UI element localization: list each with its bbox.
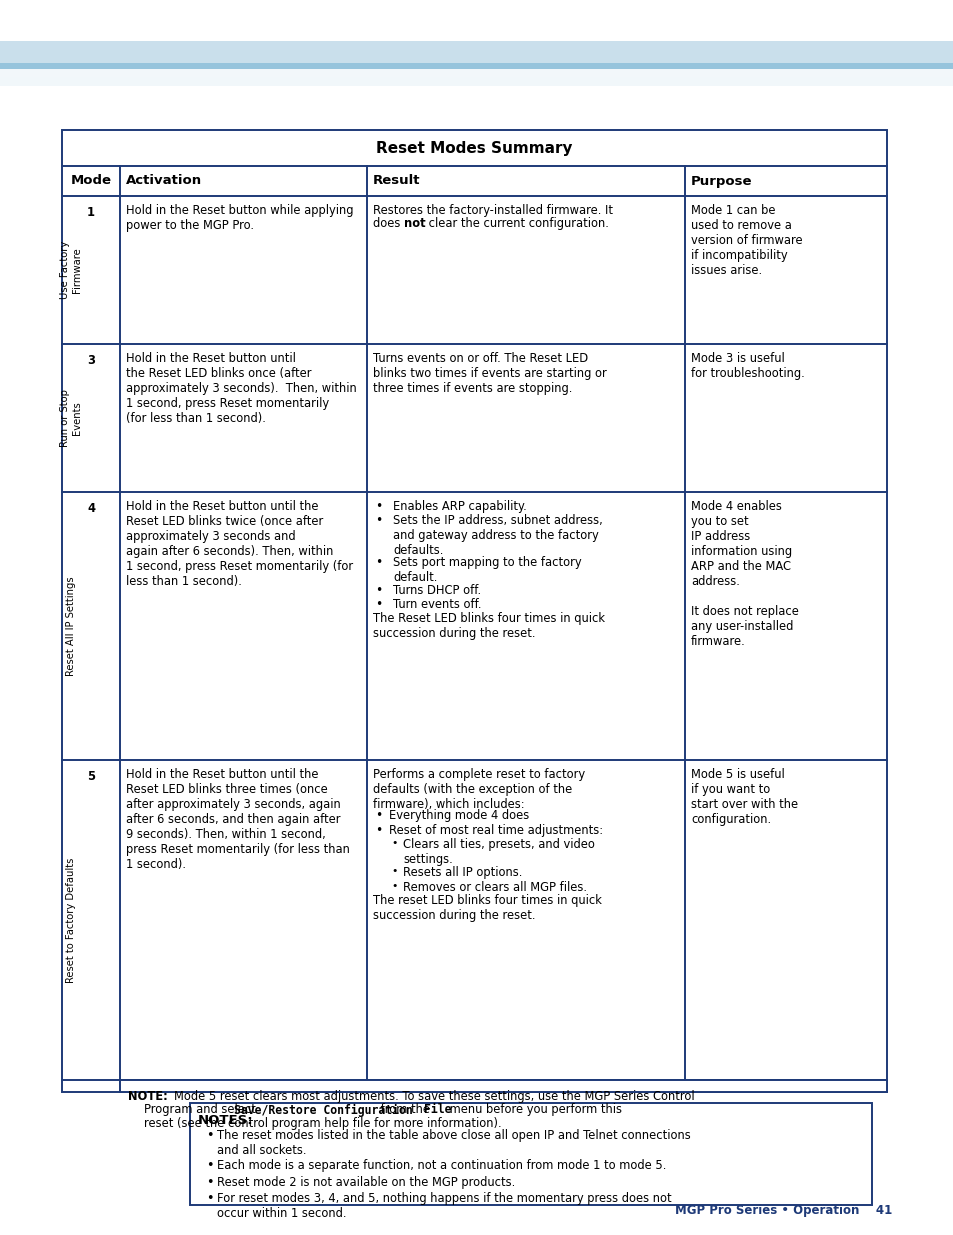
Text: Program and select: Program and select — [144, 1103, 259, 1116]
Text: clear the current configuration.: clear the current configuration. — [424, 217, 608, 231]
Bar — [0, 41, 953, 43]
Text: reset (see the control program help file for more information).: reset (see the control program help file… — [144, 1116, 501, 1130]
Text: Turns DHCP off.: Turns DHCP off. — [393, 584, 480, 597]
Text: •: • — [375, 824, 382, 837]
Bar — [0, 63, 953, 64]
Text: Enables ARP capability.: Enables ARP capability. — [393, 500, 526, 513]
Text: •: • — [391, 866, 397, 876]
Text: Removes or clears all MGP files.: Removes or clears all MGP files. — [402, 881, 586, 894]
Text: not: not — [403, 217, 425, 231]
Bar — [0, 47, 953, 48]
Bar — [0, 80, 953, 83]
Text: Each mode is a separate function, not a continuation from mode 1 to mode 5.: Each mode is a separate function, not a … — [216, 1160, 666, 1172]
Text: For reset modes 3, 4, and 5, nothing happens if the momentary press does not
occ: For reset modes 3, 4, and 5, nothing hap… — [216, 1192, 671, 1220]
Bar — [0, 48, 953, 51]
Text: Reset mode 2 is not available on the MGP products.: Reset mode 2 is not available on the MGP… — [216, 1176, 515, 1189]
Text: Reset of most real time adjustments:: Reset of most real time adjustments: — [389, 824, 602, 837]
Text: 3: 3 — [87, 354, 95, 367]
Text: •: • — [206, 1192, 213, 1205]
Text: •: • — [375, 584, 382, 597]
Bar — [0, 70, 953, 72]
Text: Hold in the Reset button while applying
power to the MGP Pro.: Hold in the Reset button while applying … — [126, 204, 354, 232]
Text: Reset Modes Summary: Reset Modes Summary — [375, 141, 572, 156]
Bar — [0, 56, 953, 57]
Bar — [0, 74, 953, 75]
Text: Run or Stop
Events: Run or Stop Events — [60, 389, 82, 447]
Text: •: • — [375, 809, 382, 823]
Bar — [0, 59, 953, 61]
Text: •: • — [375, 500, 382, 513]
Text: The Reset LED blinks four times in quick
succession during the reset.: The Reset LED blinks four times in quick… — [373, 611, 604, 640]
Text: Mode 3 is useful
for troubleshooting.: Mode 3 is useful for troubleshooting. — [690, 352, 804, 380]
Bar — [0, 68, 953, 70]
Text: •: • — [391, 839, 397, 848]
Text: Hold in the Reset button until
the Reset LED blinks once (after
approximately 3 : Hold in the Reset button until the Reset… — [126, 352, 356, 425]
Text: Performs a complete reset to factory
defaults (with the exception of the
firmwar: Performs a complete reset to factory def… — [373, 768, 584, 811]
Bar — [0, 83, 953, 84]
Text: Hold in the Reset button until the
Reset LED blinks twice (once after
approximat: Hold in the Reset button until the Reset… — [126, 500, 353, 588]
Bar — [0, 67, 953, 68]
Bar — [62, 130, 886, 1092]
Bar — [0, 79, 953, 80]
Text: does: does — [373, 217, 403, 231]
Bar — [0, 64, 953, 67]
Text: NOTES:: NOTES: — [198, 1114, 253, 1128]
Text: Mode 4 enables
you to set
IP address
information using
ARP and the MAC
address.
: Mode 4 enables you to set IP address inf… — [690, 500, 798, 648]
Text: Clears all ties, presets, and video
settings.: Clears all ties, presets, and video sett… — [402, 839, 595, 866]
Text: Purpose: Purpose — [690, 174, 752, 188]
Bar — [190, 1103, 871, 1205]
Text: Mode 5 is useful
if you want to
start over with the
configuration.: Mode 5 is useful if you want to start ov… — [690, 768, 798, 826]
Bar — [0, 43, 953, 44]
Text: •: • — [206, 1130, 213, 1142]
Bar — [120, 1079, 886, 1092]
Text: File: File — [423, 1103, 451, 1116]
Bar — [0, 78, 953, 79]
Bar — [0, 75, 953, 78]
Bar — [0, 61, 953, 63]
Text: Hold in the Reset button until the
Reset LED blinks three times (once
after appr: Hold in the Reset button until the Reset… — [126, 768, 350, 871]
Text: 4: 4 — [87, 501, 95, 515]
Text: Save/Restore Configuration: Save/Restore Configuration — [233, 1103, 412, 1116]
Bar — [0, 63, 953, 69]
Bar — [0, 51, 953, 52]
Bar — [0, 84, 953, 86]
Text: The reset modes listed in the table above close all open IP and Telnet connectio: The reset modes listed in the table abov… — [216, 1130, 690, 1157]
Text: Reset to Factory Defaults: Reset to Factory Defaults — [66, 857, 76, 983]
Text: NOTE:: NOTE: — [128, 1091, 168, 1103]
Text: Restores the factory-installed firmware. It: Restores the factory-installed firmware.… — [373, 204, 613, 217]
Text: •: • — [375, 515, 382, 527]
Text: •: • — [375, 556, 382, 569]
Text: Mode 1 can be
used to remove a
version of firmware
if incompatibility
issues ari: Mode 1 can be used to remove a version o… — [690, 204, 801, 277]
Text: Turns events on or off. The Reset LED
blinks two times if events are starting or: Turns events on or off. The Reset LED bl… — [373, 352, 606, 395]
Text: Reset All IP Settings: Reset All IP Settings — [66, 577, 76, 676]
Text: •: • — [375, 598, 382, 611]
Bar — [0, 57, 953, 59]
Text: Sets the IP address, subnet address,
and gateway address to the factory
defaults: Sets the IP address, subnet address, and… — [393, 515, 602, 557]
Text: •: • — [391, 881, 397, 890]
Text: Mode 5 reset clears most adjustments. To save these settings, use the MGP Series: Mode 5 reset clears most adjustments. To… — [173, 1091, 694, 1103]
Bar — [0, 52, 953, 54]
Text: MGP Pro Series • Operation    41: MGP Pro Series • Operation 41 — [674, 1204, 891, 1216]
Text: 5: 5 — [87, 769, 95, 783]
Text: menu before you perform this: menu before you perform this — [445, 1103, 621, 1116]
Text: Result: Result — [373, 174, 420, 188]
Text: •: • — [206, 1176, 213, 1189]
Text: from the: from the — [376, 1103, 433, 1116]
Text: 1: 1 — [87, 206, 95, 219]
Bar — [0, 44, 953, 47]
Text: Sets port mapping to the factory
default.: Sets port mapping to the factory default… — [393, 556, 581, 584]
Text: The reset LED blinks four times in quick
succession during the reset.: The reset LED blinks four times in quick… — [373, 894, 601, 923]
Text: Activation: Activation — [126, 174, 202, 188]
Text: •: • — [206, 1160, 213, 1172]
Bar — [0, 41, 953, 63]
Bar — [0, 72, 953, 74]
Text: Use Factory
Firmware: Use Factory Firmware — [60, 241, 82, 299]
Text: Resets all IP options.: Resets all IP options. — [402, 866, 522, 879]
Bar — [0, 54, 953, 56]
Text: Everything mode 4 does: Everything mode 4 does — [389, 809, 529, 823]
Text: Turn events off.: Turn events off. — [393, 598, 481, 611]
Text: Mode: Mode — [71, 174, 112, 188]
